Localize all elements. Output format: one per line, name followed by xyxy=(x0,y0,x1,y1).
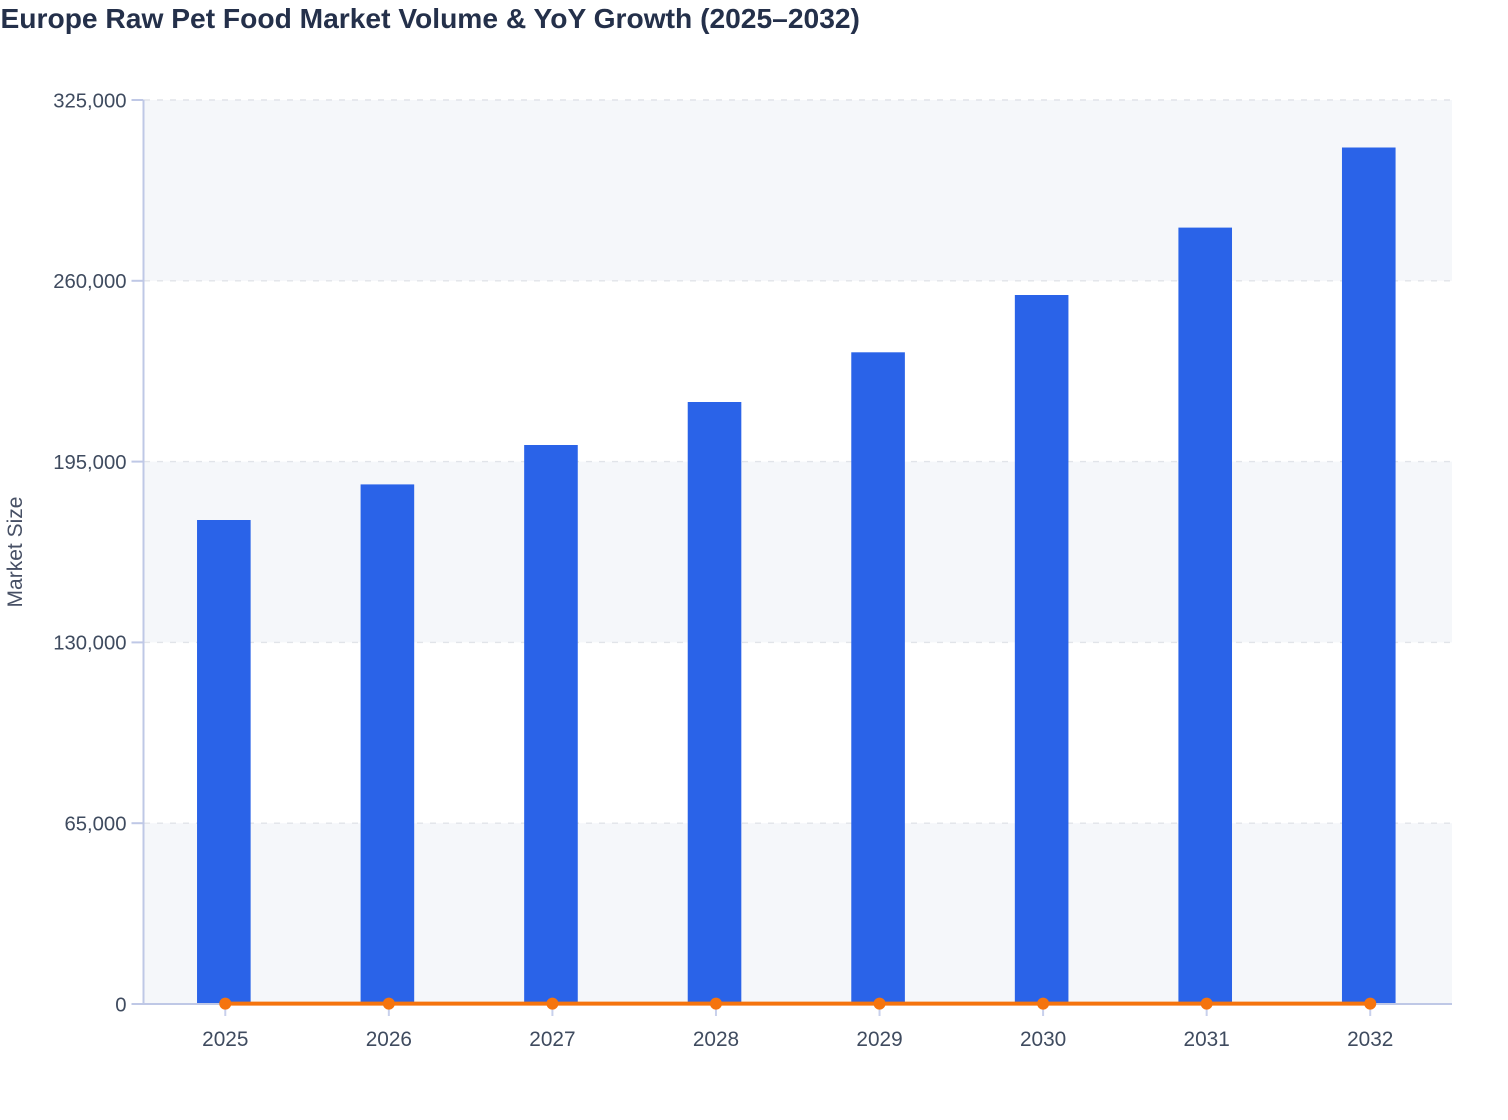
svg-text:325,000: 325,000 xyxy=(53,90,126,112)
svg-text:Europe Raw Pet Food Market Vol: Europe Raw Pet Food Market Volume & YoY … xyxy=(1,2,860,34)
svg-text:0: 0 xyxy=(115,994,126,1016)
svg-text:2032: 2032 xyxy=(1347,1028,1393,1051)
svg-text:2028: 2028 xyxy=(693,1028,739,1051)
svg-text:2029: 2029 xyxy=(856,1028,902,1051)
svg-text:Market Size: Market Size xyxy=(4,497,27,608)
svg-text:2026: 2026 xyxy=(366,1028,412,1051)
svg-text:195,000: 195,000 xyxy=(53,452,126,474)
svg-text:65,000: 65,000 xyxy=(64,814,126,836)
svg-text:2027: 2027 xyxy=(529,1028,575,1051)
svg-text:2025: 2025 xyxy=(202,1028,248,1051)
svg-text:2030: 2030 xyxy=(1020,1028,1066,1051)
svg-text:2031: 2031 xyxy=(1184,1028,1230,1051)
svg-text:260,000: 260,000 xyxy=(53,271,126,293)
svg-text:130,000: 130,000 xyxy=(53,633,126,655)
